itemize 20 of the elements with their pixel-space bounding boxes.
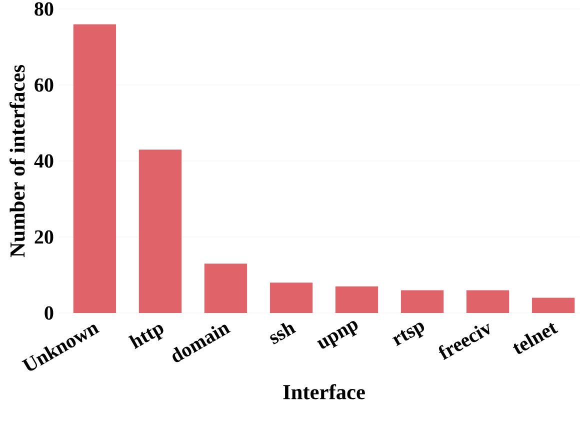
x-tick-label: http	[128, 324, 164, 349]
x-tick-label: rtsp	[392, 322, 424, 346]
y-tick-label: 80	[34, 2, 54, 16]
y-tick-label: 60	[34, 78, 54, 92]
bar	[270, 282, 313, 313]
x-tick-label: ssh	[270, 322, 296, 344]
bar	[204, 264, 248, 313]
y-axis-title: Number of interfaces	[10, 64, 25, 258]
y-tick-label: 40	[34, 154, 54, 168]
bar	[73, 24, 116, 313]
bar	[400, 290, 444, 313]
x-tick-label: upnp	[316, 321, 358, 349]
y-tick-label: 20	[34, 230, 54, 244]
bar	[138, 150, 182, 313]
x-axis-title: Interface	[283, 384, 365, 400]
x-tick-label: telnet	[513, 322, 558, 354]
bar	[335, 286, 378, 313]
bar	[532, 298, 575, 313]
y-tick-label: 0	[44, 306, 54, 320]
bar	[466, 290, 510, 313]
